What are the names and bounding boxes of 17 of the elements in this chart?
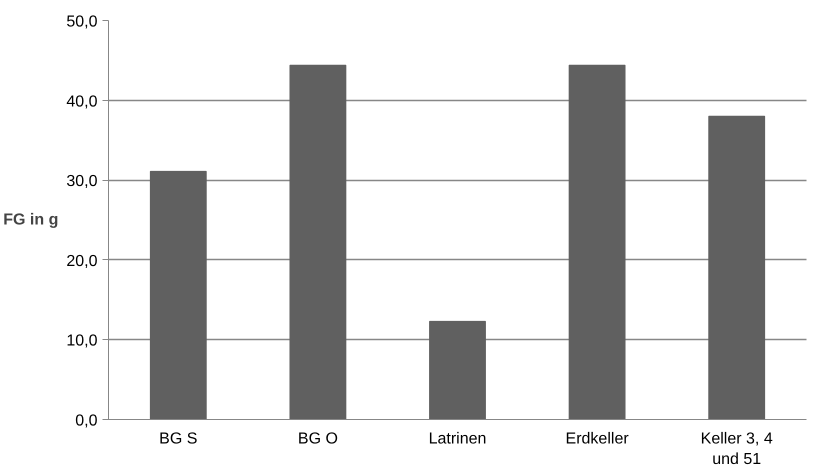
- x-tick-label: BG O: [298, 430, 338, 448]
- y-tick-label: 40,0: [66, 93, 98, 110]
- y-tick-label: 50,0: [66, 14, 98, 30]
- x-tick-label: BG S: [159, 430, 198, 448]
- x-tick-label: Erdkeller: [566, 430, 630, 448]
- bar: [150, 170, 207, 420]
- y-tick-label: 30,0: [66, 173, 98, 190]
- bar: [568, 64, 626, 420]
- bar: [429, 320, 486, 420]
- x-tick-label: Latrinen: [428, 430, 486, 448]
- bar: [708, 116, 766, 420]
- x-tick-label: Keller 3, 4 und 51: [700, 430, 773, 468]
- y-tick-label: 10,0: [66, 332, 98, 350]
- bar: [289, 64, 346, 420]
- y-tick-label: 0,0: [75, 412, 98, 430]
- y-tick-label: 20,0: [66, 252, 98, 270]
- y-axis-title: FG in g: [3, 212, 58, 228]
